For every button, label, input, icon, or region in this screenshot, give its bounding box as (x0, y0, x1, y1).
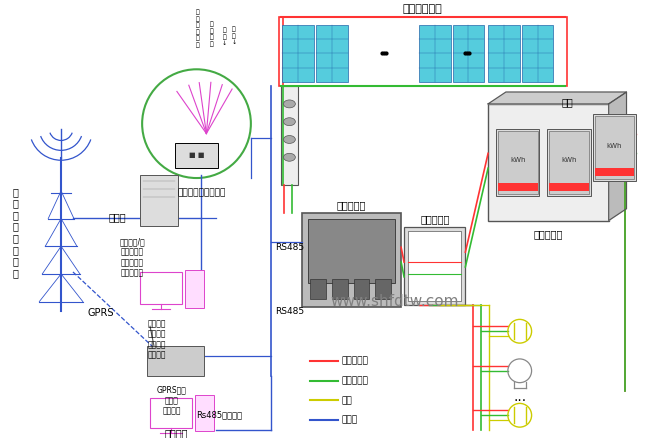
Bar (140, 272, 181, 304)
Bar (316, 25, 348, 82)
Polygon shape (608, 92, 627, 221)
Text: 环
境
温
度: 环 境 温 度 (209, 21, 213, 46)
Bar (310, 279, 326, 299)
Bar (308, 219, 395, 283)
Text: 联网电脑
远程监控
光伏电站
（选配）: 联网电脑 远程监控 光伏电站 （选配） (148, 319, 166, 360)
Bar (498, 131, 538, 194)
Text: 火线或正极: 火线或正极 (342, 357, 369, 365)
Bar (595, 116, 634, 179)
Bar (279, 17, 567, 86)
Bar (419, 25, 450, 82)
Bar (185, 270, 204, 307)
Text: 零线或负极: 零线或负极 (342, 376, 369, 385)
Text: 交流配电箱: 交流配电箱 (420, 215, 449, 225)
Text: ■ ■: ■ ■ (188, 152, 204, 158)
Ellipse shape (283, 100, 295, 108)
Bar (549, 183, 589, 191)
Text: 风
向
↓: 风 向 ↓ (231, 27, 237, 45)
Bar (593, 114, 636, 181)
Text: GPRS数据
采集器
（选配）: GPRS数据 采集器 （选配） (157, 385, 187, 415)
Text: Rs485或以太网: Rs485或以太网 (196, 411, 242, 420)
Bar (150, 399, 192, 428)
Text: 服
务
器
云
计
算
中
心: 服 务 器 云 计 算 中 心 (12, 187, 19, 278)
Text: 通讯线: 通讯线 (342, 416, 358, 425)
Ellipse shape (283, 118, 295, 126)
Bar (408, 231, 461, 300)
Text: GPRS: GPRS (87, 308, 114, 318)
Text: 用户手机/平
板电脑远程
监控光伏电
站（选配）: 用户手机/平 板电脑远程 监控光伏电 站（选配） (120, 237, 145, 278)
Bar (498, 183, 538, 191)
Bar (302, 212, 401, 307)
Text: 地线: 地线 (342, 396, 352, 405)
Text: 风
速
↓: 风 速 ↓ (222, 28, 227, 46)
Bar (140, 175, 177, 226)
Bar (488, 25, 520, 82)
Bar (376, 279, 391, 299)
Bar (547, 129, 591, 196)
Bar (522, 25, 553, 82)
Text: 零火: 零火 (562, 97, 573, 107)
Bar (283, 25, 314, 82)
Text: kWh: kWh (607, 143, 622, 149)
Bar (175, 143, 218, 168)
Text: 以太网: 以太网 (109, 212, 126, 223)
Bar (404, 227, 465, 304)
Text: 并网逆变器: 并网逆变器 (337, 200, 367, 210)
Bar (147, 346, 204, 376)
Text: 环境监测仪（选配）: 环境监测仪（选配） (177, 188, 226, 198)
Bar (281, 86, 298, 185)
Bar (332, 279, 348, 299)
Text: kWh: kWh (562, 157, 577, 163)
Bar (549, 131, 589, 194)
Text: 光伏组件方阵: 光伏组件方阵 (403, 4, 443, 14)
Text: www.shfdtw.com: www.shfdtw.com (330, 294, 458, 309)
Text: 本地监控: 本地监控 (165, 428, 188, 438)
Bar (488, 104, 608, 221)
Bar (354, 279, 369, 299)
Text: 用户配电箱: 用户配电箱 (534, 230, 563, 240)
Text: RS485: RS485 (276, 243, 305, 252)
Bar (194, 396, 214, 431)
Ellipse shape (283, 153, 295, 161)
Polygon shape (488, 92, 627, 104)
Text: 太
阳
辐
射
强
度: 太 阳 辐 射 强 度 (196, 9, 200, 48)
Text: ...: ... (513, 390, 526, 404)
Bar (452, 25, 484, 82)
Ellipse shape (283, 135, 295, 143)
Text: RS485: RS485 (276, 307, 305, 316)
Text: kWh: kWh (510, 157, 525, 163)
Bar (595, 168, 634, 176)
Bar (496, 129, 540, 196)
